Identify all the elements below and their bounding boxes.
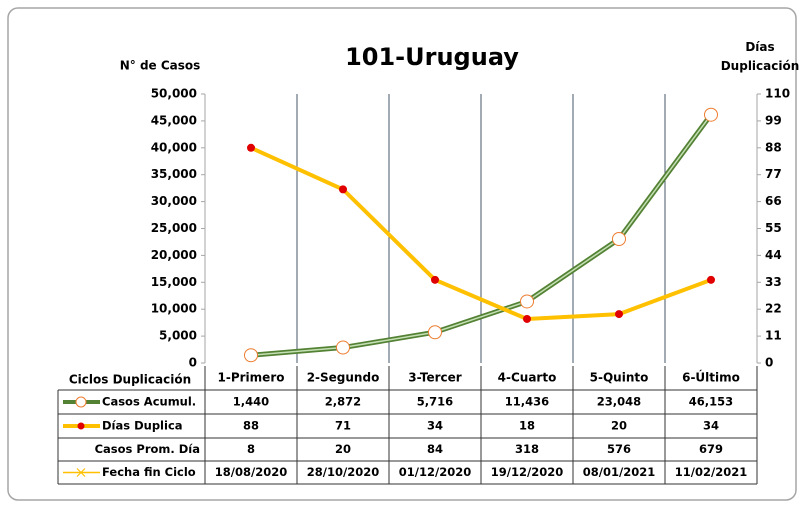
legend-marker (77, 422, 85, 430)
table-cell: 01/12/2020 (399, 465, 471, 479)
legend-marker (76, 468, 86, 477)
y2-tick-label: 77 (765, 167, 782, 181)
table-cell: 11,436 (505, 395, 549, 409)
table-cell: 46,153 (689, 395, 733, 409)
x-axis-label: Ciclos Duplicación (69, 373, 191, 387)
table-cell: 18 (519, 419, 535, 433)
table-cell: 576 (607, 442, 631, 456)
point (612, 232, 626, 247)
chart-title: 101-Uruguay (345, 43, 519, 71)
y2-axis-label: Días Duplicación (720, 40, 800, 73)
y2-tick-label: 22 (765, 302, 782, 316)
table-cell: 11/02/2021 (675, 465, 747, 479)
x-tick-label: 3-Tercer (408, 371, 461, 385)
legend-label: Días Duplica (102, 419, 183, 433)
y-tick-label: 45,000 (151, 113, 197, 127)
y-tick-label: 25,000 (151, 221, 197, 235)
table-cell: 71 (335, 419, 351, 433)
point (339, 185, 347, 194)
table-cell: 23,048 (597, 395, 641, 409)
x-tick-label: 5-Quinto (590, 371, 649, 385)
row-label: Fecha fin Ciclo (102, 465, 196, 479)
point (704, 107, 718, 122)
y2-tick-label: 11 (765, 329, 782, 343)
table-cell: 318 (515, 442, 539, 456)
point (431, 275, 439, 284)
table-cell: 84 (427, 442, 443, 456)
x-tick-label: 1-Primero (218, 371, 285, 385)
row-label: Casos Prom. Día (95, 442, 200, 456)
table-cell: 2,872 (325, 395, 361, 409)
point (523, 314, 531, 323)
point (707, 275, 715, 284)
y2-tick-label: 88 (765, 140, 782, 154)
table-cell: 8 (247, 442, 255, 456)
y-tick-label: 10,000 (151, 302, 197, 316)
y2-tick-label: 0 (765, 356, 773, 370)
x-tick-label: 2-Segundo (307, 371, 380, 385)
point (247, 143, 255, 152)
y-tick-label: 30,000 (151, 194, 197, 208)
table-cell: 679 (699, 442, 723, 456)
y2-tick-label: 99 (765, 113, 782, 127)
table-cell: 20 (335, 442, 351, 456)
point (520, 294, 534, 309)
y-tick-label: 35,000 (151, 167, 197, 181)
point (244, 348, 258, 363)
table-cell: 18/08/2020 (215, 465, 287, 479)
point (428, 325, 442, 340)
series-line (250, 145, 712, 322)
y2-tick-label: 66 (765, 194, 782, 208)
y2-tick-label: 44 (765, 248, 782, 262)
y-axis-label: N° de Casos (120, 59, 201, 73)
y2-tick-label: 33 (765, 275, 782, 289)
legend-marker (75, 396, 87, 408)
point (336, 340, 350, 355)
y-tick-label: 0 (189, 356, 197, 370)
y-tick-label: 50,000 (151, 87, 197, 101)
y-tick-label: 20,000 (151, 248, 197, 262)
y-tick-label: 40,000 (151, 140, 197, 154)
table-cell: 1,440 (233, 395, 269, 409)
x-tick-label: 6-Último (682, 370, 740, 385)
x-tick-label: 4-Cuarto (498, 371, 557, 385)
legend-label: Casos Acumul. (102, 395, 196, 409)
y2-tick-label: 55 (765, 221, 782, 235)
series-line-inner (250, 114, 712, 357)
table-cell: 88 (243, 419, 259, 433)
table-cell: 28/10/2020 (307, 465, 379, 479)
table-cell: 08/01/2021 (583, 465, 655, 479)
y-tick-label: 5,000 (159, 329, 197, 343)
point (615, 310, 623, 319)
y2-tick-label: 110 (765, 87, 790, 101)
table-cell: 5,716 (417, 395, 453, 409)
y-tick-label: 15,000 (151, 275, 197, 289)
table-cell: 34 (703, 419, 719, 433)
table-cell: 20 (611, 419, 627, 433)
table-cell: 19/12/2020 (491, 465, 563, 479)
table-cell: 34 (427, 419, 443, 433)
